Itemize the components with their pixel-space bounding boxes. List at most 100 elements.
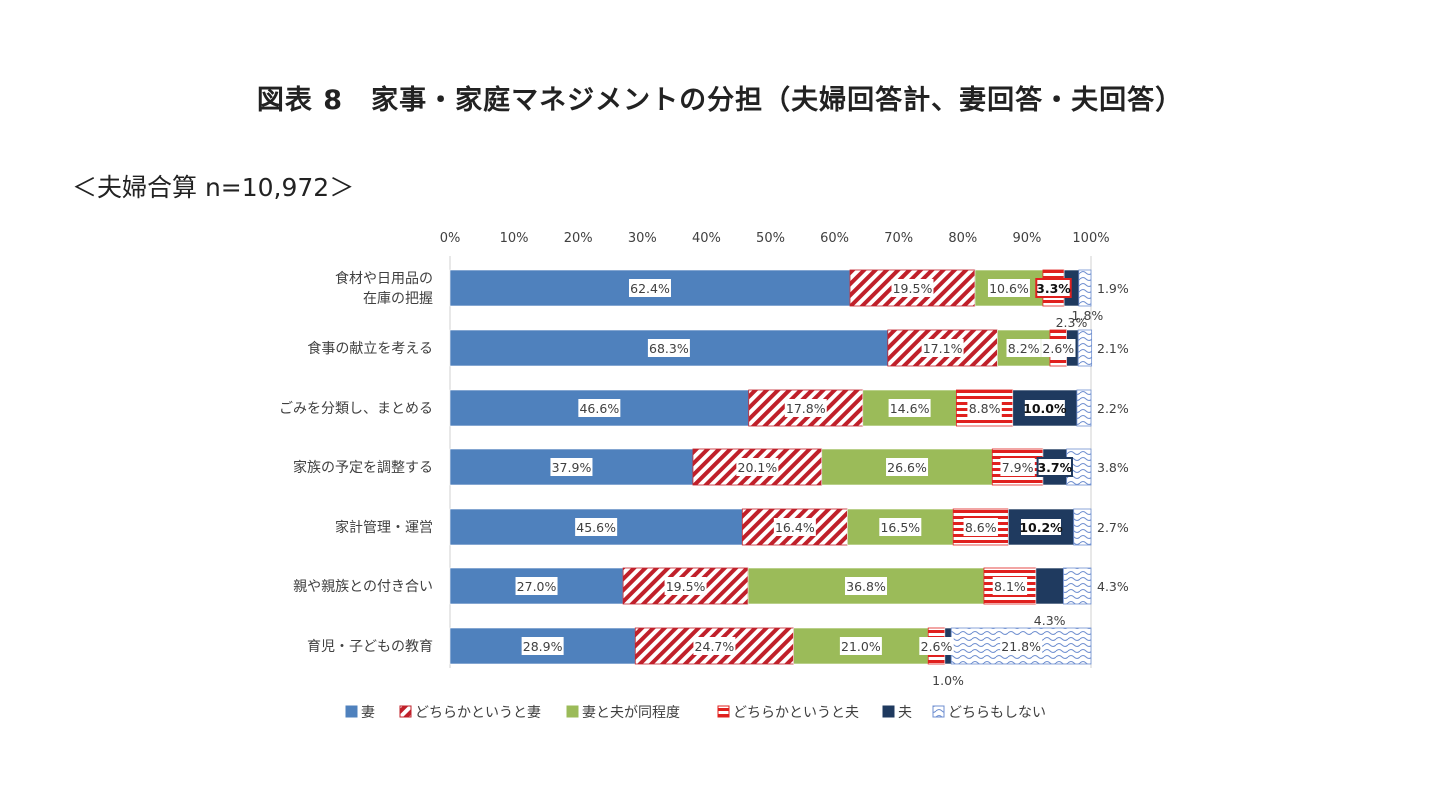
data-label: 8.1% bbox=[994, 579, 1026, 594]
data-label: 17.8% bbox=[786, 401, 826, 416]
data-label: 3.7% bbox=[1037, 460, 1072, 475]
data-label: 4.3% bbox=[1097, 579, 1129, 594]
data-label: 10.2% bbox=[1019, 520, 1063, 535]
legend-label: どちらもしない bbox=[948, 705, 1046, 721]
data-label: 2.7% bbox=[1097, 520, 1129, 535]
data-label: 14.6% bbox=[890, 401, 930, 416]
data-label-bg bbox=[1000, 637, 1043, 655]
data-label-bg bbox=[521, 637, 564, 655]
legend-swatch bbox=[717, 705, 730, 718]
x-tick-label: 20% bbox=[564, 231, 593, 246]
data-label-bg bbox=[891, 279, 934, 297]
data-label: 16.5% bbox=[880, 520, 920, 535]
x-tick-label: 50% bbox=[756, 231, 785, 246]
data-label-bg bbox=[839, 637, 882, 655]
category-label: 家族の予定を調整する bbox=[293, 459, 433, 476]
category-label: ごみを分類し、まとめる bbox=[279, 401, 433, 417]
bar-segment bbox=[1063, 567, 1092, 605]
data-label-bg bbox=[784, 399, 827, 417]
data-label-bg bbox=[736, 458, 779, 476]
data-label: 36.8% bbox=[846, 579, 886, 594]
data-label: 7.9% bbox=[1002, 460, 1034, 475]
data-label-bg bbox=[628, 279, 671, 297]
data-label-bg bbox=[773, 518, 816, 536]
data-label: 19.5% bbox=[893, 281, 933, 296]
bar-segment bbox=[449, 508, 743, 546]
data-label-bg bbox=[1036, 457, 1073, 477]
legend-swatch bbox=[345, 705, 358, 718]
legend-swatch bbox=[932, 705, 945, 718]
data-label: 2.2% bbox=[1097, 401, 1129, 416]
bar-segment bbox=[1078, 269, 1092, 307]
legend-label: 夫 bbox=[898, 705, 912, 721]
x-tick-label: 30% bbox=[628, 231, 657, 246]
category-label: 食材や日用品の bbox=[335, 270, 433, 287]
data-label-bg bbox=[1035, 278, 1072, 298]
data-label: 10.0% bbox=[1023, 401, 1067, 416]
data-label: 24.7% bbox=[695, 639, 735, 654]
data-label: 2.6% bbox=[921, 639, 953, 654]
x-tick-label: 40% bbox=[692, 231, 721, 246]
category-label: 食事の献立を考える bbox=[307, 340, 433, 357]
data-label-bg bbox=[992, 577, 1028, 595]
data-label-bg bbox=[550, 458, 593, 476]
data-label-bg bbox=[647, 339, 690, 357]
data-label: 19.5% bbox=[666, 579, 706, 594]
category-label: 育児・子どもの教育 bbox=[307, 639, 433, 655]
data-label-bg bbox=[1041, 339, 1076, 357]
data-label-bg bbox=[578, 399, 621, 417]
data-label: 3.3% bbox=[1036, 281, 1071, 296]
data-label: 4.3% bbox=[1034, 613, 1066, 628]
data-label: 3.8% bbox=[1097, 460, 1129, 475]
data-label-bg bbox=[886, 458, 929, 476]
data-label: 21.8% bbox=[1001, 639, 1041, 654]
data-label-bg bbox=[888, 399, 931, 417]
data-label: 16.4% bbox=[775, 520, 815, 535]
x-tick-label: 90% bbox=[1012, 231, 1041, 246]
data-label-bg bbox=[575, 518, 618, 536]
legend-swatch bbox=[566, 705, 579, 718]
category-label: 家計管理・運営 bbox=[335, 519, 433, 536]
data-label: 28.9% bbox=[523, 639, 563, 654]
x-tick-label: 0% bbox=[440, 231, 461, 246]
data-label: 26.6% bbox=[887, 460, 927, 475]
data-label: 62.4% bbox=[630, 281, 670, 296]
data-label: 20.1% bbox=[738, 460, 778, 475]
data-label: 2.3% bbox=[1056, 315, 1088, 330]
chart-title: 図表 8 家事・家庭マネジメントの分担（夫婦回答計、妻回答・夫回答） bbox=[256, 85, 1184, 116]
data-label: 17.1% bbox=[923, 341, 963, 356]
bar-segment bbox=[1035, 567, 1064, 605]
data-label: 2.1% bbox=[1097, 341, 1129, 356]
category-label: 親や親族との付き合い bbox=[293, 579, 433, 595]
data-label: 10.6% bbox=[989, 281, 1029, 296]
x-tick-label: 60% bbox=[820, 231, 849, 246]
data-label-bg bbox=[1022, 398, 1067, 418]
data-label: 8.2% bbox=[1008, 341, 1040, 356]
x-tick-label: 10% bbox=[500, 231, 529, 246]
data-label: 8.8% bbox=[969, 401, 1001, 416]
data-label-bg bbox=[963, 518, 998, 536]
data-label: 37.9% bbox=[552, 460, 592, 475]
legend-label: どちらかというと妻 bbox=[415, 705, 541, 721]
data-label-bg bbox=[987, 279, 1030, 297]
data-label: 1.9% bbox=[1097, 281, 1129, 296]
legend-label: 妻と夫が同程度 bbox=[582, 705, 680, 721]
data-label: 45.6% bbox=[576, 520, 616, 535]
data-label-bg bbox=[1006, 339, 1041, 357]
bar-segment bbox=[1077, 329, 1093, 367]
data-label-bg bbox=[1019, 517, 1064, 537]
legend-swatch bbox=[882, 705, 895, 718]
data-label: 1.8% bbox=[1072, 308, 1104, 323]
data-label-bg bbox=[664, 577, 707, 595]
data-label-bg bbox=[879, 518, 922, 536]
data-label: 2.6% bbox=[1042, 341, 1074, 356]
x-tick-label: 100% bbox=[1072, 231, 1109, 246]
chart-subtitle: ＜夫婦合算 n=10,972＞ bbox=[72, 173, 355, 202]
data-label-bg bbox=[693, 637, 736, 655]
data-label-bg bbox=[967, 399, 1002, 417]
x-tick-label: 80% bbox=[948, 231, 977, 246]
bar-segment bbox=[1073, 508, 1092, 546]
data-label: 21.0% bbox=[841, 639, 881, 654]
legend-label: どちらかというと夫 bbox=[733, 705, 859, 721]
